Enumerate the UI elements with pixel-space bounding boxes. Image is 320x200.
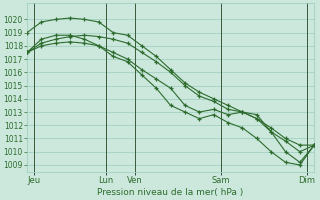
X-axis label: Pression niveau de la mer( hPa ): Pression niveau de la mer( hPa ) [98,188,244,197]
